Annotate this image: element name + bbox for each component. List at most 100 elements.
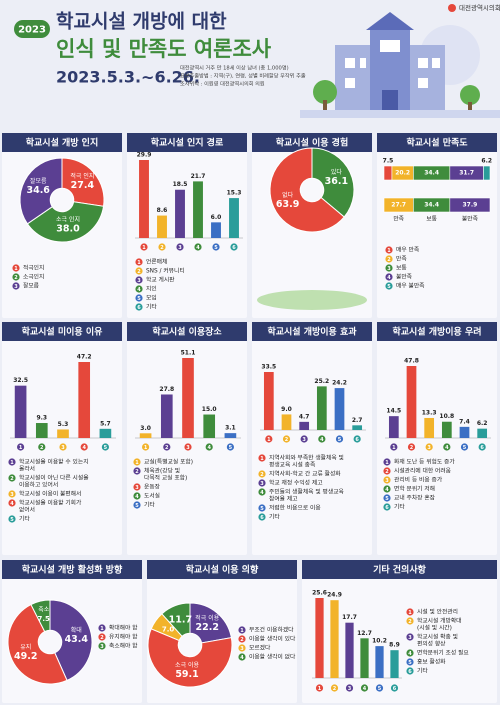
bar-marker-text: 4 (320, 437, 324, 443)
legend-label: 학교시설 개방확대 (417, 617, 462, 625)
bar-marker-text: 6 (232, 245, 236, 251)
slice-value: 63.9 (276, 199, 299, 210)
legend-label: 학교시설을 이용할 기회가 (19, 499, 82, 507)
info-line: 조사위탁 : 이원영 대전광역시의회 의원 (180, 80, 265, 88)
bar-marker (38, 443, 46, 451)
pie-slice (7, 603, 68, 685)
legend-marker-text: 4 (385, 487, 389, 493)
panel-title: 기타 건의사항 (373, 564, 427, 576)
bar-marker-text: 5 (378, 686, 382, 692)
slice-label: 소극 인지 (56, 216, 80, 224)
panel-header (127, 322, 247, 341)
panel-title: 학교시설 인지 경로 (151, 137, 224, 149)
bar-marker-text: 6 (480, 445, 484, 451)
playground (257, 290, 367, 310)
bar-marker-text: 6 (393, 686, 397, 692)
legend-marker-text: 3 (137, 278, 141, 284)
legend-label: 적극인지 (23, 264, 44, 272)
bar-marker-text: 1 (392, 445, 396, 451)
slice-label: 확대 (71, 626, 82, 634)
panel-title: 학교시설 개방이용 우려 (392, 326, 481, 338)
bar-marker-text: 1 (144, 445, 148, 451)
bar-marker (315, 684, 324, 692)
title-line1: 학교시설 개방에 대한 (56, 11, 227, 33)
bar-value: 3.1 (225, 425, 236, 432)
bar (315, 598, 324, 678)
legend-label: 유지해야 함 (109, 633, 138, 641)
legend-marker-text: 1 (137, 260, 141, 266)
bar-marker-text: 5 (229, 445, 233, 451)
legend-marker-text: 4 (137, 287, 141, 293)
legend-marker (383, 503, 391, 511)
bar-value: 25.6 (312, 590, 327, 597)
bar (224, 433, 237, 438)
segment-label: 만족 (393, 215, 404, 223)
legend-marker (385, 282, 393, 290)
bar-marker (142, 443, 150, 451)
legend-marker-text: 2 (408, 619, 412, 625)
bar-value: 47.8 (404, 358, 419, 365)
pie-slice (311, 147, 355, 218)
pie-slice (49, 599, 93, 682)
bar-marker (17, 443, 25, 451)
legend-label: 학교시설을 이용할 수 있는지 (19, 458, 89, 466)
legend-marker-text: 6 (260, 515, 264, 521)
legend-label: 학교시설 확충 및 (417, 633, 458, 641)
stacked-segment (483, 165, 491, 181)
bar-value: 47.2 (77, 354, 92, 361)
bar-value: 33.5 (261, 364, 276, 371)
panel-title: 학교시설 만족도 (406, 137, 468, 149)
slice-value: 34.6 (26, 185, 50, 196)
legend-marker (8, 474, 16, 482)
legend-label: 기타 (144, 501, 155, 509)
legend-label: SNS / 커뮤니티 (146, 267, 185, 275)
slice-value: 43.4 (65, 634, 89, 645)
legend-marker-text: 4 (387, 275, 391, 281)
bar-marker-text: 4 (196, 245, 200, 251)
bar-marker-text: 3 (61, 445, 65, 451)
legend-marker (8, 490, 16, 498)
legend-marker-text: 2 (100, 635, 104, 641)
bar-value: 51.1 (181, 350, 196, 357)
legend-label: 보통 (396, 265, 407, 272)
panel-title: 학교시설 이용 경험 (276, 137, 349, 149)
bar-marker-text: 2 (410, 445, 414, 451)
legend-label: 무조건 이용하겠다 (249, 626, 294, 634)
bar (441, 421, 452, 438)
bar-marker-text: 1 (142, 245, 146, 251)
bar-marker-text: 1 (267, 437, 271, 443)
legend-label: 몰라서 (19, 465, 35, 473)
bar (139, 160, 149, 238)
info-line: 표본추출방법 : 지역(구), 연령, 성별 비례할당 무작위 추출 (180, 72, 306, 80)
slice-value: 22.2 (196, 622, 219, 633)
pie-slice (26, 201, 105, 243)
bar (35, 423, 48, 438)
panel-header (377, 322, 497, 341)
legend-marker-text: 1 (385, 460, 389, 466)
legend-marker-text: 3 (387, 266, 391, 272)
legend-marker-text: 4 (240, 655, 244, 661)
bar (281, 414, 292, 430)
bar-marker-text: 3 (302, 437, 306, 443)
bar-marker-text: 2 (285, 437, 289, 443)
slice-value: 59.1 (175, 669, 198, 680)
legend-marker-text: 6 (408, 669, 412, 675)
segment-value: 31.7 (459, 170, 474, 177)
slice-value: 11.7 (169, 614, 192, 625)
panel (127, 133, 247, 318)
bar-marker (140, 243, 148, 251)
legend-label: 참여율 제고 (269, 495, 298, 503)
slice-label: 소극 이용 (175, 661, 199, 669)
bar-value: 10.8 (439, 413, 454, 420)
pie-slice (147, 628, 233, 688)
segment-value: 34.4 (424, 202, 439, 209)
legend-marker (12, 273, 20, 281)
legend-marker (8, 499, 16, 507)
school-illustration (300, 12, 500, 118)
legend-marker-text: 5 (137, 296, 141, 302)
bar (406, 366, 417, 438)
legend-marker (385, 246, 393, 254)
legend-marker (133, 492, 141, 500)
legend-marker-text: 5 (135, 503, 139, 509)
legend-label: 도서실 (144, 492, 160, 500)
